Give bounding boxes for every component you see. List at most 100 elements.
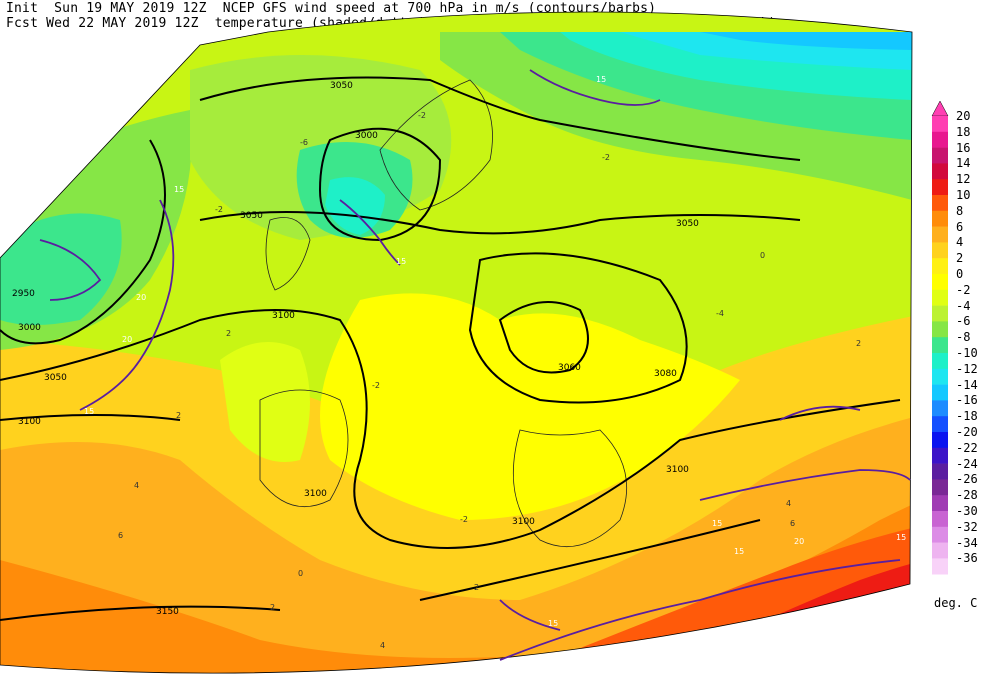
colorbar-swatch <box>932 526 948 543</box>
colorbar-swatch <box>932 495 948 512</box>
colorbar-label: -8 <box>956 330 971 345</box>
temperature-label: -6 <box>300 138 308 147</box>
colorbar-swatch <box>932 163 948 180</box>
colorbar-label: -26 <box>956 472 978 487</box>
colorbar-label: 2 <box>956 251 964 266</box>
colorbar-label: -34 <box>956 535 978 550</box>
height-label: 3060 <box>558 363 581 373</box>
colorbar-label: 0 <box>956 267 964 281</box>
wind-label: 15 <box>896 533 906 542</box>
temperature-label: -4 <box>716 309 724 318</box>
height-label: 3050 <box>330 81 353 91</box>
colorbar-swatch <box>932 147 948 164</box>
colorbar-label: -24 <box>956 456 978 471</box>
height-label: 3100 <box>304 489 327 499</box>
wind-label: 15 <box>396 257 406 266</box>
wind-speed-contours <box>39 69 911 661</box>
height-label: 2950 <box>12 289 35 299</box>
temperature-label: 2 <box>176 411 181 420</box>
colorbar-label: -36 <box>956 551 978 566</box>
temperature-label: 6 <box>118 531 123 540</box>
wind-label: 15 <box>84 407 94 416</box>
colorbar-label: -18 <box>956 409 978 424</box>
temperature-label: 0 <box>760 251 765 260</box>
colorbar-swatch <box>932 479 948 496</box>
temperature-label: 6 <box>790 519 795 528</box>
colorbar-swatch <box>932 131 948 148</box>
temperature-label: -2 <box>460 515 468 524</box>
colorbar-label: 14 <box>956 156 971 171</box>
colorbar-label: 20 <box>956 109 971 123</box>
temperature-label: 2 <box>226 329 231 338</box>
colorbar-swatch <box>932 447 948 464</box>
colorbar-units: deg. C <box>934 596 978 610</box>
wind-label: 20 <box>136 293 146 302</box>
colorbar-swatch <box>932 210 948 227</box>
colorbar-swatch <box>932 542 948 559</box>
temperature-label: 4 <box>786 499 791 508</box>
height-label: 3150 <box>156 607 179 617</box>
temperature-label: 4 <box>380 641 385 650</box>
colorbar-label: -14 <box>956 377 978 392</box>
colorbar-swatch <box>932 400 948 417</box>
colorbar-swatch <box>932 289 948 306</box>
colorbar-label: 16 <box>956 140 971 155</box>
height-label: 3100 <box>18 417 41 427</box>
temperature-label: 4 <box>134 481 139 490</box>
temperature-label: 0 <box>298 569 303 578</box>
height-label: 3050 <box>676 219 699 229</box>
colorbar-swatch <box>932 274 948 291</box>
colorbar-swatch <box>932 242 948 259</box>
wind-label: 20 <box>122 335 132 344</box>
colorbar-label: -20 <box>956 425 978 439</box>
colorbar-arrow-icon <box>931 100 949 117</box>
colorbar-label: -4 <box>956 298 971 313</box>
colorbar-swatch <box>932 179 948 196</box>
colorbar-swatch <box>932 337 948 354</box>
temperature-label: -2 <box>372 381 380 390</box>
height-label: 3100 <box>666 465 689 475</box>
colorbar-label: -30 <box>956 504 978 518</box>
wind-label: 20 <box>794 537 804 546</box>
colorbar-label: -16 <box>956 393 978 408</box>
temperature-colorbar <box>931 100 949 575</box>
colorbar-label: 10 <box>956 188 971 202</box>
colorbar-swatch <box>932 463 948 480</box>
temperature-label: -2 <box>418 111 426 120</box>
colorbar-label: 18 <box>956 124 971 139</box>
colorbar-label: 4 <box>956 235 964 250</box>
height-label: 3000 <box>355 131 378 141</box>
colorbar-label: -2 <box>956 282 971 297</box>
colorbar-swatch <box>932 195 948 212</box>
colorbar-swatch <box>932 558 948 575</box>
colorbar-swatch <box>932 384 948 401</box>
colorbar-swatch <box>932 511 948 528</box>
colorbar-swatch <box>932 368 948 385</box>
colorbar-swatch <box>932 432 948 449</box>
height-label: 3000 <box>18 323 41 333</box>
colorbar-swatch <box>932 226 948 243</box>
wind-label: 15 <box>712 519 722 528</box>
colorbar-swatch <box>932 321 948 338</box>
height-label: 3080 <box>654 369 677 379</box>
wind-label: 15 <box>596 75 606 84</box>
temperature-label: 2 <box>474 583 479 592</box>
colorbar-label: 12 <box>956 172 971 187</box>
temperature-label: -2 <box>602 153 610 162</box>
colorbar-label: 6 <box>956 219 964 234</box>
colorbar-label: -28 <box>956 488 978 503</box>
temperature-label: 2 <box>270 603 275 612</box>
colorbar-label: -32 <box>956 519 978 534</box>
colorbar-swatch <box>932 416 948 433</box>
colorbar-swatch <box>932 305 948 322</box>
colorbar-label: -22 <box>956 440 978 455</box>
height-label: 3050 <box>44 373 67 383</box>
colorbar-swatch <box>932 116 948 133</box>
height-label: 3100 <box>272 311 295 321</box>
temperature-label: -2 <box>215 205 223 214</box>
map-domain-border <box>0 11 913 674</box>
wind-label: 15 <box>174 185 184 194</box>
height-contours <box>0 76 901 621</box>
